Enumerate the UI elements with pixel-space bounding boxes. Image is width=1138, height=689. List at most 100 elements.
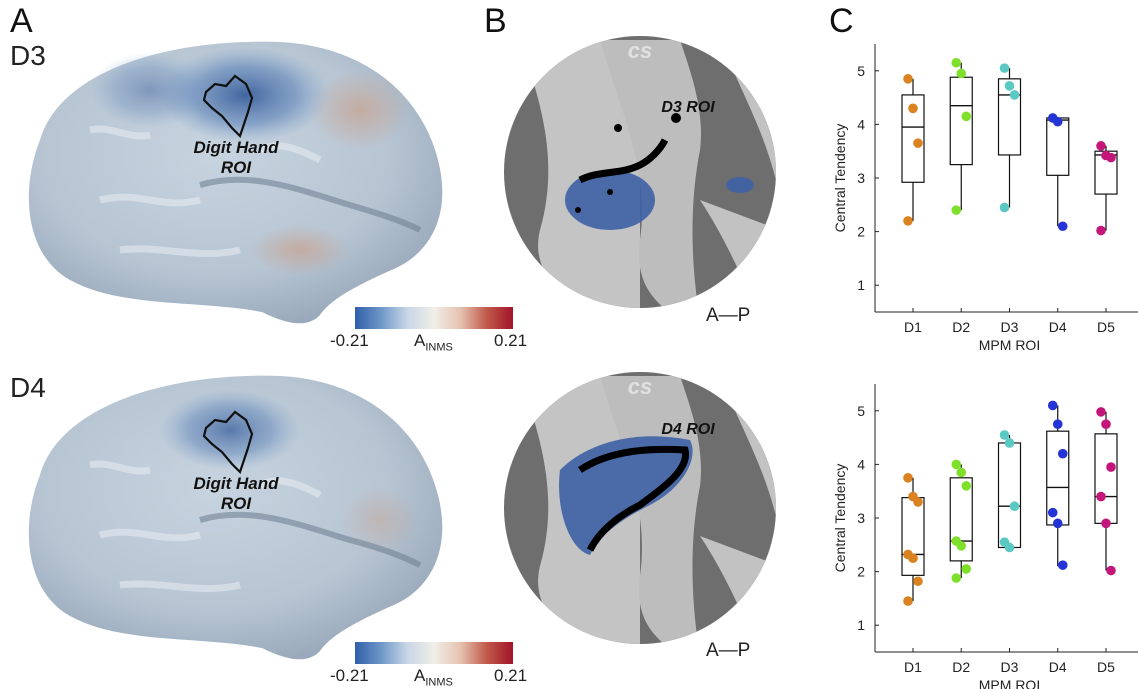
y-tick-label: 3 bbox=[857, 170, 865, 186]
data-point bbox=[956, 68, 967, 79]
data-point bbox=[1004, 542, 1015, 553]
box-d4 bbox=[1046, 113, 1070, 232]
box-iqr bbox=[901, 94, 925, 183]
x-tick-label: D5 bbox=[1097, 659, 1115, 675]
box-iqr bbox=[949, 76, 973, 166]
data-point bbox=[961, 481, 972, 491]
ap-label-d4: A—P bbox=[706, 640, 751, 661]
y-tick-label: 5 bbox=[857, 403, 865, 419]
data-point bbox=[908, 103, 918, 114]
x-tick-label: D3 bbox=[1001, 319, 1019, 335]
x-axis-label: MPM ROI bbox=[979, 337, 1040, 353]
colorbar-d4 bbox=[355, 642, 513, 664]
data-point bbox=[1101, 518, 1111, 529]
boxplot-chart-top: 1 2 3 4 5 Central Tendency D1 D2 D3 D4 D5 MPM ROI bbox=[832, 44, 1138, 353]
flatmap-d3 bbox=[504, 36, 776, 308]
data-point bbox=[1009, 501, 1020, 512]
flatmap-cs-label-d3: cs bbox=[628, 38, 652, 63]
data-point bbox=[951, 205, 962, 215]
data-point bbox=[961, 111, 972, 122]
box-d1 bbox=[901, 473, 925, 606]
colorbar-min-d4: -0.21 bbox=[330, 666, 369, 685]
box-d3 bbox=[997, 430, 1022, 553]
data-point bbox=[1052, 116, 1063, 127]
brain-roi-label-line1-d4: Digit Hand bbox=[194, 474, 280, 493]
colorbar-d3 bbox=[355, 307, 513, 329]
data-point bbox=[1096, 407, 1106, 417]
x-tick-label: D1 bbox=[904, 659, 922, 675]
colorbar-max-d3: 0.21 bbox=[494, 331, 528, 350]
data-point bbox=[1004, 438, 1015, 448]
data-point bbox=[1106, 152, 1116, 163]
data-point bbox=[903, 596, 913, 606]
box-iqr bbox=[1046, 117, 1070, 176]
x-tick-label: D3 bbox=[1001, 659, 1019, 675]
data-point bbox=[1009, 90, 1020, 100]
row-label-d3: D3 bbox=[10, 40, 46, 71]
data-point bbox=[1057, 560, 1068, 570]
data-point bbox=[1106, 462, 1116, 472]
data-point bbox=[1052, 419, 1063, 429]
box-d2 bbox=[949, 459, 973, 583]
brain-surface-d4 bbox=[28, 375, 443, 660]
y-axis-label: Central Tendency bbox=[832, 124, 848, 233]
data-point bbox=[999, 202, 1010, 213]
box-d5 bbox=[1094, 141, 1118, 236]
boxplot-chart-bottom: 1 2 3 4 5 Central Tendency D1 D2 D3 D4 D5 MPM ROI bbox=[832, 384, 1138, 689]
colorbar-label-d4: AINMS bbox=[414, 666, 453, 689]
ap-label-d3: A—P bbox=[706, 305, 751, 326]
y-tick-label: 4 bbox=[857, 116, 865, 132]
panel-letter-a: A bbox=[10, 2, 33, 40]
flatmap-cs-label-d4: cs bbox=[628, 374, 652, 399]
data-point bbox=[956, 541, 967, 551]
data-point bbox=[951, 57, 962, 68]
box-iqr bbox=[997, 442, 1022, 549]
data-point bbox=[1004, 81, 1015, 91]
data-point bbox=[1047, 507, 1058, 518]
data-point bbox=[1052, 518, 1063, 529]
x-axis-label: MPM ROI bbox=[979, 677, 1040, 689]
data-point bbox=[1106, 565, 1116, 576]
panel-letter-c: C bbox=[829, 2, 854, 40]
box-d5 bbox=[1094, 407, 1118, 576]
y-axis-label: Central Tendency bbox=[832, 464, 848, 573]
x-tick-label: D4 bbox=[1049, 659, 1067, 675]
y-tick-label: 5 bbox=[857, 63, 865, 79]
data-point bbox=[1057, 221, 1068, 232]
data-point bbox=[913, 576, 923, 587]
flatmap-d4 bbox=[504, 372, 776, 644]
row-label-d4: D4 bbox=[10, 372, 46, 403]
colorbar-label-d3: AINMS bbox=[414, 331, 453, 354]
box-d1 bbox=[901, 74, 925, 226]
flatmap-roi-label-d4: D4 ROI bbox=[661, 421, 715, 438]
box-iqr bbox=[1094, 433, 1118, 524]
box-d4 bbox=[1046, 400, 1070, 570]
data-point bbox=[951, 573, 962, 583]
x-tick-label: D2 bbox=[952, 659, 970, 675]
data-point bbox=[1057, 448, 1068, 459]
data-point bbox=[951, 459, 962, 470]
y-tick-label: 2 bbox=[857, 224, 865, 240]
colorbar-min-d3: -0.21 bbox=[330, 331, 369, 350]
data-point bbox=[961, 564, 972, 574]
data-point bbox=[913, 497, 923, 507]
y-tick-label: 1 bbox=[857, 277, 865, 293]
data-point bbox=[903, 74, 913, 84]
data-point bbox=[908, 553, 918, 563]
data-point bbox=[1101, 419, 1111, 429]
box-d2 bbox=[949, 57, 973, 215]
box-iqr bbox=[949, 477, 973, 562]
data-point bbox=[956, 467, 967, 478]
box-iqr bbox=[997, 78, 1022, 156]
data-point bbox=[903, 216, 913, 226]
x-tick-label: D5 bbox=[1097, 319, 1115, 335]
data-point bbox=[999, 430, 1010, 440]
y-tick-label: 1 bbox=[857, 617, 865, 633]
data-point bbox=[1096, 141, 1106, 151]
flatmap-roi-label-d3: D3 ROI bbox=[661, 99, 715, 116]
colorbar-max-d4: 0.21 bbox=[494, 666, 528, 685]
data-point bbox=[1047, 400, 1058, 411]
brain-roi-label-line1-d3: Digit Hand bbox=[194, 138, 280, 157]
x-tick-label: D2 bbox=[952, 319, 970, 335]
